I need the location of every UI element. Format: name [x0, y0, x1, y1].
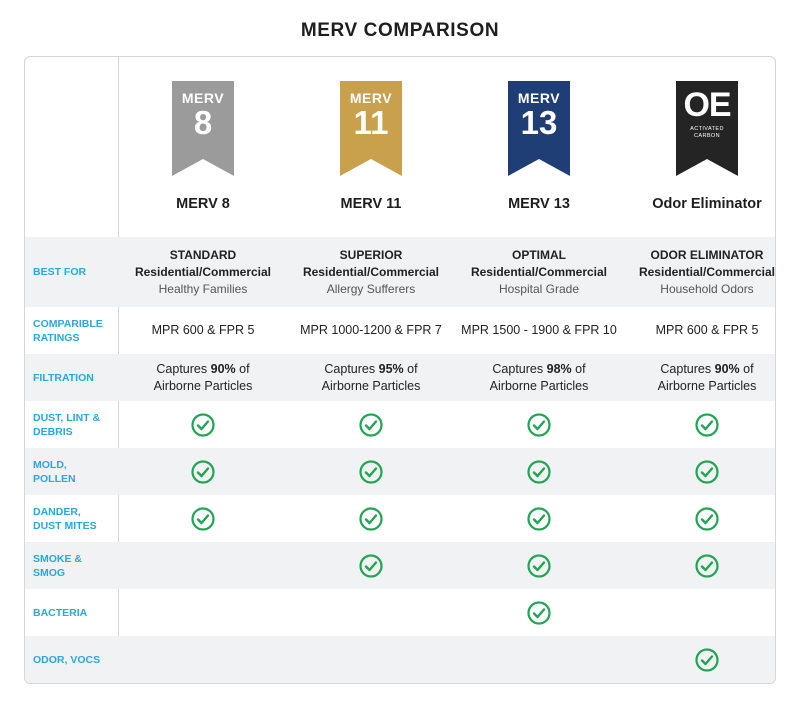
table-cell: MPR 1500 - 1900 & FPR 10: [461, 323, 617, 337]
row-odor-vocs: ODOR, VOCS: [25, 636, 775, 683]
table-cell: OPTIMAL Residential/Commercial Hospital …: [470, 247, 608, 296]
row-label: MOLD, POLLEN: [33, 458, 76, 485]
column-name: MERV 11: [340, 196, 402, 212]
table-cell: [455, 401, 623, 448]
checkmark-icon: [359, 506, 383, 531]
table-cell: MPR 600 & FPR 5: [655, 323, 759, 337]
table-cell: [623, 542, 775, 589]
row-smoke-smog: SMOKE & SMOG: [25, 542, 775, 589]
table-cell: ODOR ELIMINATOR Residential/Commercial H…: [638, 247, 776, 296]
badge-sublabel: ACTIVATED CARBON: [690, 126, 724, 139]
row-dust-lint-debris: DUST, LINT & DEBRIS: [25, 401, 775, 448]
table-cell: [119, 636, 287, 683]
merv11-badge: MERV 11: [340, 81, 402, 176]
row-dander-dust-mites: DANDER, DUST MITES: [25, 495, 775, 542]
oe-badge: OE ACTIVATED CARBON: [676, 81, 738, 176]
table-cell: SUPERIOR Residential/Commercial Allergy …: [302, 247, 440, 296]
table-cell: [119, 401, 287, 448]
table-cell: [623, 448, 775, 495]
row-label: DANDER, DUST MITES: [33, 505, 97, 532]
badge-number: 13: [520, 104, 558, 141]
row-label: SMOKE & SMOG: [33, 552, 83, 579]
table-cell: [455, 636, 623, 683]
checkmark-icon: [695, 647, 719, 672]
badge-number: 8: [193, 104, 213, 141]
table-cell: [287, 401, 455, 448]
row-label: DUST, LINT & DEBRIS: [33, 411, 101, 438]
checkmark-icon: [359, 412, 383, 437]
merv13-badge: MERV 13: [508, 81, 570, 176]
table-cell: [623, 401, 775, 448]
table-cell: MPR 1000-1200 & FPR 7: [300, 323, 442, 337]
badge-label: MERV: [181, 90, 225, 106]
checkmark-icon: [695, 506, 719, 531]
table-cell: Captures 90% of Airborne Particles: [153, 361, 253, 393]
column-header-merv11: MERV 11 MERV 11: [287, 57, 455, 237]
table-cell: [455, 448, 623, 495]
checkmark-icon: [527, 459, 551, 484]
table-cell: [455, 542, 623, 589]
column-header-merv13: MERV 13 MERV 13: [455, 57, 623, 237]
table-cell: MPR 600 & FPR 5: [151, 323, 255, 337]
row-comparible-ratings: COMPARIBLE RATINGS MPR 600 & FPR 5 MPR 10…: [25, 307, 775, 354]
column-header-odor-eliminator: OE ACTIVATED CARBON Odor Eliminator: [623, 57, 775, 237]
column-name: MERV 8: [176, 196, 230, 212]
table-cell: [119, 589, 287, 636]
checkmark-icon: [695, 412, 719, 437]
table-cell: [287, 495, 455, 542]
checkmark-icon: [527, 600, 551, 625]
merv8-badge: MERV 8: [172, 81, 234, 176]
row-label: BEST FOR: [33, 266, 87, 278]
checkmark-icon: [527, 506, 551, 531]
row-label: FILTRATION: [33, 371, 94, 384]
table-cell: [287, 636, 455, 683]
badge-label: OE: [683, 86, 731, 124]
table-cell: [623, 495, 775, 542]
table-cell: Captures 90% of Airborne Particles: [657, 361, 757, 393]
table-cell: [287, 542, 455, 589]
row-best-for: BEST FOR STANDARD Residential/Commercial…: [25, 237, 775, 307]
table-cell: Captures 95% of Airborne Particles: [321, 361, 421, 393]
checkmark-icon: [359, 553, 383, 578]
row-bacteria: BACTERIA: [25, 589, 775, 636]
table-cell: [623, 636, 775, 683]
table-cell: [455, 589, 623, 636]
row-filtration: FILTRATION Captures 90% of Airborne Part…: [25, 354, 775, 401]
table-cell: [119, 542, 287, 589]
page-title: MERV COMPARISON: [300, 20, 500, 41]
table-cell: [119, 448, 287, 495]
row-mold-pollen: MOLD, POLLEN: [25, 448, 775, 495]
badge-label: MERV: [349, 90, 393, 106]
table-cell: STANDARD Residential/Commercial Healthy …: [134, 247, 272, 296]
badge-number: 11: [353, 104, 389, 141]
column-name: Odor Eliminator: [652, 196, 762, 212]
checkmark-icon: [191, 412, 215, 437]
table-cell: [623, 589, 775, 636]
checkmark-icon: [191, 459, 215, 484]
table-cell: [119, 495, 287, 542]
checkmark-icon: [527, 412, 551, 437]
checkmark-icon: [359, 459, 383, 484]
checkmark-icon: [695, 553, 719, 578]
column-name: MERV 13: [508, 196, 570, 212]
table-cell: [287, 448, 455, 495]
table-cell: [287, 589, 455, 636]
table-cell: Captures 98% of Airborne Particles: [489, 361, 589, 393]
table-cell: [455, 495, 623, 542]
row-label: BACTERIA: [33, 606, 88, 619]
row-label: ODOR, VOCS: [33, 653, 101, 666]
checkmark-icon: [695, 459, 719, 484]
row-label: COMPARIBLE RATINGS: [33, 317, 103, 344]
checkmark-icon: [527, 553, 551, 578]
header-row: MERV 8 MERV 8 MERV 11 MERV 11 MERV 13 ME…: [25, 57, 775, 237]
column-header-merv8: MERV 8 MERV 8: [119, 57, 287, 237]
badge-label: MERV: [517, 90, 561, 106]
checkmark-icon: [191, 506, 215, 531]
comparison-table: MERV 8 MERV 8 MERV 11 MERV 11 MERV 13 ME…: [24, 56, 776, 684]
